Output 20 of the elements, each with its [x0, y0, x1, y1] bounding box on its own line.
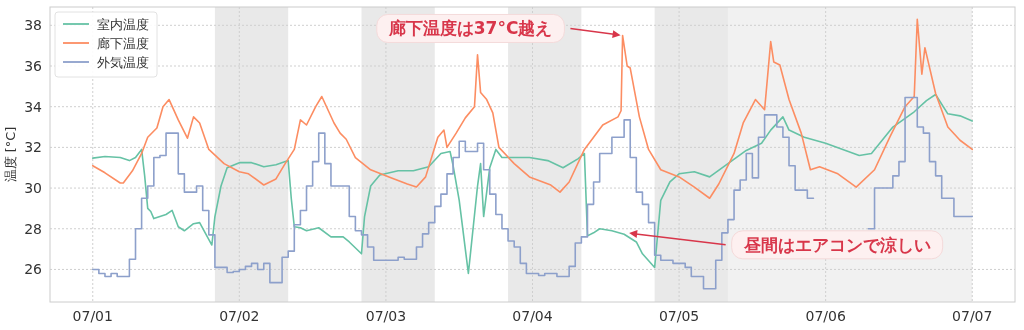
y-tick-label: 32: [24, 139, 42, 156]
x-tick-label: 07/07: [952, 308, 993, 324]
y-tick-label: 38: [24, 17, 42, 34]
legend-label: 外気温度: [97, 54, 149, 70]
y-tick-label: 28: [24, 220, 42, 237]
y-tick-label: 36: [24, 58, 43, 74]
y-tick-label: 26: [24, 261, 43, 278]
legend-label: 廊下温度: [97, 35, 149, 51]
x-tick-label: 07/04: [512, 308, 553, 324]
x-tick-label: 07/02: [219, 308, 260, 324]
x-tick-label: 07/01: [72, 308, 113, 324]
y-axis-title: 温度 [°C]: [3, 126, 18, 183]
y-tick-label: 34: [24, 98, 43, 115]
annotation: 廊下温度は37°C越え: [387, 18, 553, 39]
x-tick-label: 07/05: [658, 308, 700, 324]
y-tick-label: 30: [24, 180, 42, 197]
x-tick-label: 07/03: [365, 308, 407, 324]
legend-label: 室内温度: [97, 16, 149, 32]
annotation: 昼間はエアコンで涼しい: [742, 234, 931, 255]
x-tick-label: 07/06: [805, 308, 846, 324]
